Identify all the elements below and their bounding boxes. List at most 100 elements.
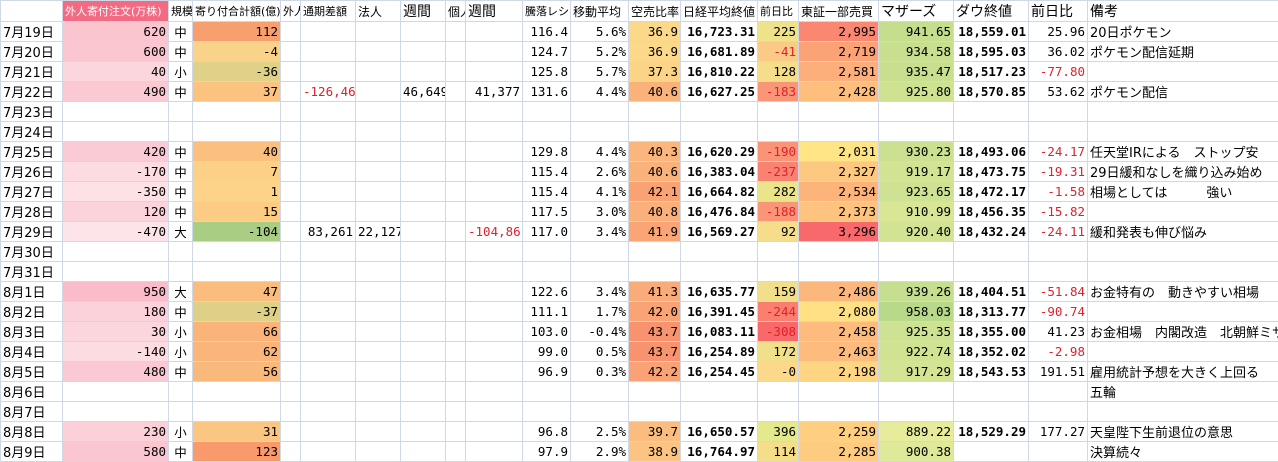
cell: 950: [63, 282, 169, 302]
cell: 36.02: [1029, 42, 1088, 62]
cell: [401, 442, 446, 462]
cell: [301, 42, 356, 62]
cell: 46,649: [401, 82, 446, 102]
cell: -104,861: [466, 222, 523, 242]
cell: [571, 242, 629, 262]
cell: -36: [193, 62, 281, 82]
cell: 111.1: [523, 302, 571, 322]
cell: 180: [63, 302, 169, 322]
cell: 177.27: [1029, 422, 1088, 442]
cell: [681, 242, 758, 262]
cell: ポケモン配信延期: [1088, 42, 1278, 62]
cell: -104: [193, 222, 281, 242]
cell: [169, 402, 193, 422]
column-header: 前日比: [1029, 1, 1088, 22]
cell: [401, 162, 446, 182]
cell: 8月1日: [1, 282, 63, 302]
table-row: 7月23日: [1, 102, 1278, 122]
cell: [1088, 302, 1278, 322]
cell: [446, 422, 466, 442]
cell: 40: [193, 142, 281, 162]
cell: [466, 162, 523, 182]
cell: -244: [758, 302, 799, 322]
cell: [281, 162, 301, 182]
cell: [1029, 402, 1088, 422]
column-header: 規模: [169, 1, 193, 22]
cell: 925.80: [879, 82, 954, 102]
cell: [879, 102, 954, 122]
cell: 18,432.24: [954, 222, 1029, 242]
cell: [63, 382, 169, 402]
cell: [401, 402, 446, 422]
cell: -183: [758, 82, 799, 102]
cell: [193, 242, 281, 262]
cell: 18,570.85: [954, 82, 1029, 102]
cell: 7月24日: [1, 122, 63, 142]
cell: [281, 142, 301, 162]
cell: -140: [63, 342, 169, 362]
cell: [758, 102, 799, 122]
cell: [356, 202, 401, 222]
cell: 2.9%: [571, 442, 629, 462]
cell: 919.17: [879, 162, 954, 182]
cell: [193, 262, 281, 282]
cell: [1088, 262, 1278, 282]
cell: -2.98: [1029, 342, 1088, 362]
cell: [466, 402, 523, 422]
cell: 939.26: [879, 282, 954, 302]
table-row: 7月22日490中37-126,46046,64941,377131.64.4%…: [1, 82, 1278, 102]
cell: [281, 222, 301, 242]
cell: [954, 262, 1029, 282]
cell: 16,083.11: [681, 322, 758, 342]
cell: 53.62: [1029, 82, 1088, 102]
cell: [401, 222, 446, 242]
cell: -24.11: [1029, 222, 1088, 242]
cell: [281, 302, 301, 322]
cell: 16,391.45: [681, 302, 758, 322]
cell: 5.6%: [571, 22, 629, 42]
column-header: 法人: [356, 1, 401, 22]
cell: 920.40: [879, 222, 954, 242]
cell: -41: [758, 42, 799, 62]
cell: [681, 102, 758, 122]
cell: -15.82: [1029, 202, 1088, 222]
cell: [281, 182, 301, 202]
cell: [1029, 242, 1088, 262]
cell: [758, 122, 799, 142]
cell: 2,198: [799, 362, 879, 382]
cell: 3.4%: [571, 222, 629, 242]
cell: 40.8: [629, 202, 681, 222]
cell: [1088, 102, 1278, 122]
cell: [446, 162, 466, 182]
cell: 大: [169, 222, 193, 242]
cell: 420: [63, 142, 169, 162]
cell: -51.84: [1029, 282, 1088, 302]
cell: [758, 262, 799, 282]
cell: [301, 142, 356, 162]
cell: [301, 242, 356, 262]
cell: [356, 402, 401, 422]
cell: -19.31: [1029, 162, 1088, 182]
cell: 8月9日: [1, 442, 63, 462]
cell: 38.9: [629, 442, 681, 462]
column-header: 備考: [1088, 1, 1278, 22]
cell: [401, 382, 446, 402]
cell: [879, 242, 954, 262]
cell: 天皇陛下生前退位の意思: [1088, 422, 1278, 442]
cell: [401, 362, 446, 382]
cell: [356, 182, 401, 202]
cell: 96.8: [523, 422, 571, 442]
cell: [281, 402, 301, 422]
cell: -170: [63, 162, 169, 182]
cell: [799, 102, 879, 122]
cell: [1088, 202, 1278, 222]
cell: [193, 382, 281, 402]
cell: [1029, 262, 1088, 282]
cell: [446, 402, 466, 422]
cell: 40.6: [629, 162, 681, 182]
cell: [799, 382, 879, 402]
